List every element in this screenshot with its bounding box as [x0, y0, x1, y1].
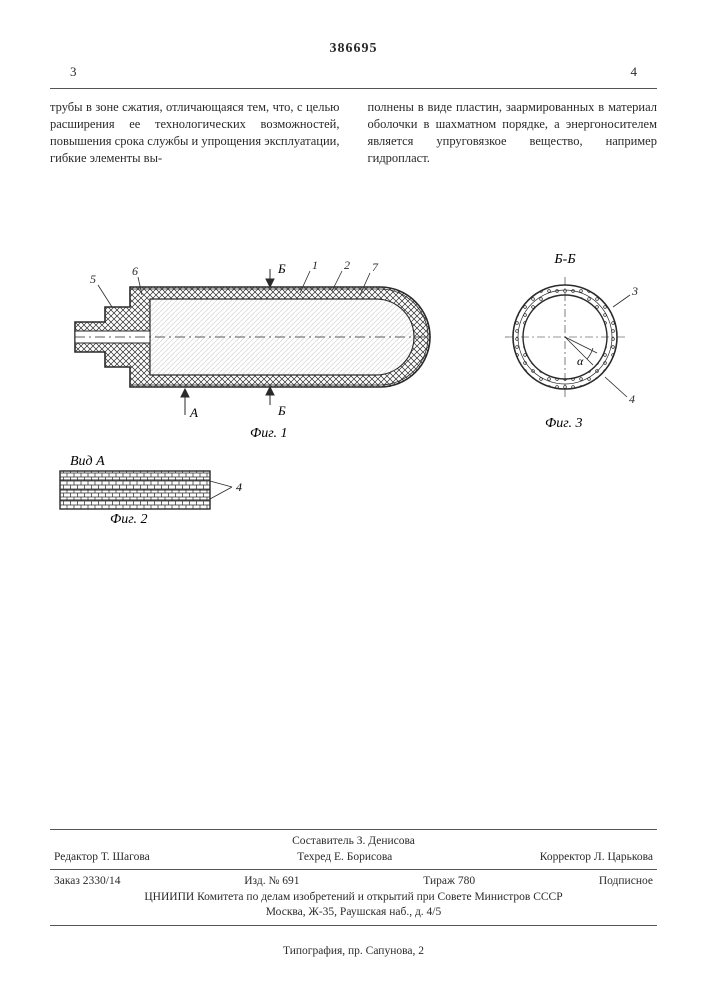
- fig2-callout: 4: [236, 480, 242, 494]
- footer-izd: Изд. № 691: [244, 874, 299, 890]
- footer-rule-3: [50, 925, 657, 926]
- footer-rule-1: [50, 829, 657, 830]
- footer-order: Заказ 2330/14: [54, 874, 121, 890]
- page-numbers: 3 4: [50, 63, 657, 81]
- footer-corrector: Корректор Л. Царькова: [540, 850, 653, 866]
- top-rule: [50, 88, 657, 89]
- fig3: Б-Б α 3 4 Фиг. 3: [505, 252, 638, 431]
- footer-rule-2: [50, 869, 657, 870]
- svg-text:7: 7: [372, 260, 379, 274]
- footer-row-credits: Редактор Т. Шагова Техред Е. Борисова Ко…: [50, 850, 657, 866]
- fig1-section-b-bot: Б: [277, 403, 286, 418]
- figures-svg: Б Б А 5 6 1 2 7 Фиг. 1: [50, 227, 660, 527]
- fig3-title: Б-Б: [553, 252, 575, 267]
- fig1: Б Б А 5 6 1 2 7 Фиг. 1: [75, 258, 435, 441]
- footer-compiler: Составитель З. Денисова: [50, 834, 657, 850]
- fig1-view-a: А: [189, 405, 198, 420]
- fig3-angle: α: [577, 354, 584, 368]
- footer: Составитель З. Денисова Редактор Т. Шаго…: [50, 825, 657, 930]
- svg-text:5: 5: [90, 272, 96, 286]
- page-number-left: 3: [70, 63, 77, 81]
- footer-address: Москва, Ж-35, Раушская наб., д. 4/5: [50, 905, 657, 921]
- svg-text:1: 1: [312, 258, 318, 272]
- svg-text:2: 2: [344, 258, 350, 272]
- page: 386695 3 4 трубы в зоне сжатия, отличающ…: [0, 0, 707, 1000]
- fig1-label: Фиг. 1: [250, 426, 288, 441]
- footer-podpisnoe: Подписное: [599, 874, 653, 890]
- footer-org: ЦНИИПИ Комитета по делам изобретений и о…: [50, 890, 657, 906]
- page-number-right: 4: [631, 63, 638, 81]
- fig2: Вид А 4 Фиг. 2: [60, 454, 242, 527]
- patent-number: 386695: [50, 40, 657, 59]
- fig1-section-b-top: Б: [277, 261, 286, 276]
- text-columns: трубы в зоне сжатия, отличающаяся тем, ч…: [50, 99, 657, 167]
- fig2-title: Вид А: [70, 454, 105, 469]
- figures: Б Б А 5 6 1 2 7 Фиг. 1: [50, 227, 657, 527]
- footer-techred: Техред Е. Борисова: [297, 850, 392, 866]
- svg-text:6: 6: [132, 264, 138, 278]
- fig2-label: Фиг. 2: [110, 512, 148, 527]
- column-left: трубы в зоне сжатия, отличающаяся тем, ч…: [50, 99, 340, 167]
- column-right: полнены в виде пластин, заармированных в…: [368, 99, 658, 167]
- footer-editor: Редактор Т. Шагова: [54, 850, 150, 866]
- footer-row-print: Заказ 2330/14 Изд. № 691 Тираж 780 Подпи…: [50, 874, 657, 890]
- typography-line: Типография, пр. Сапунова, 2: [0, 944, 707, 960]
- svg-text:3: 3: [631, 284, 638, 298]
- svg-text:4: 4: [629, 392, 635, 406]
- fig3-label: Фиг. 3: [545, 416, 583, 431]
- footer-tirazh: Тираж 780: [423, 874, 475, 890]
